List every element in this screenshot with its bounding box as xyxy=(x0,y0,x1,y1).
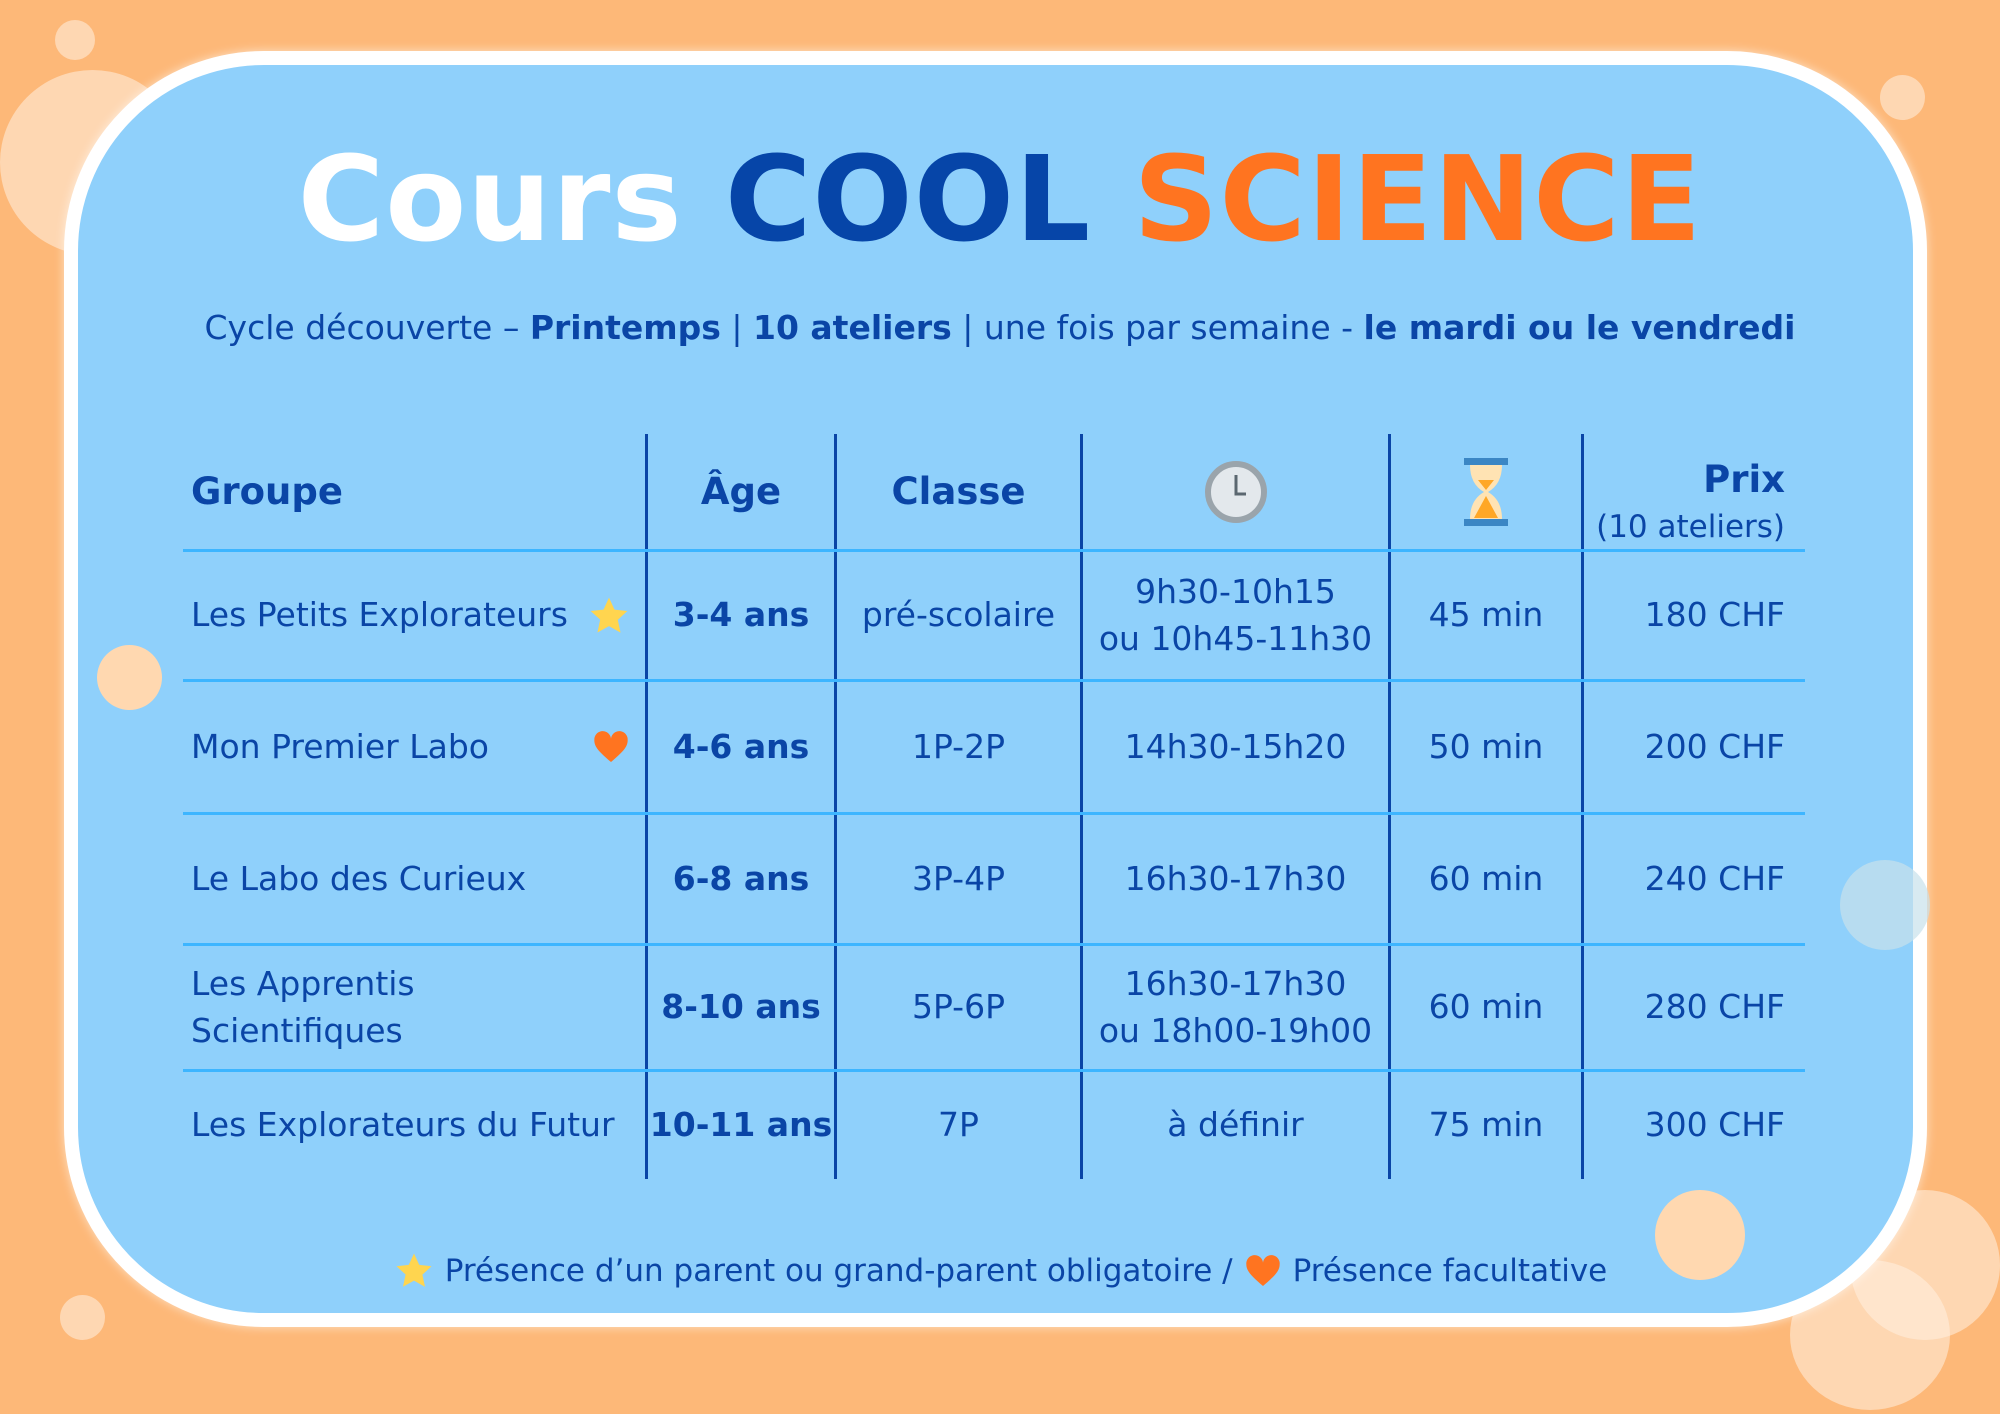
cell-group: Les Petits Explorateurs xyxy=(183,552,648,679)
header-duration xyxy=(1391,434,1584,549)
cell-classe: pré-scolaire xyxy=(837,552,1083,679)
group-name: Le Labo des Curieux xyxy=(191,858,527,898)
cell-group: Les Explorateurs du Futur xyxy=(183,1072,648,1179)
title-cours: Cours xyxy=(297,130,683,268)
decor-bubble xyxy=(1655,1190,1745,1280)
clock-icon xyxy=(1204,460,1267,523)
time-slot: 14h30-15h20 xyxy=(1124,726,1347,766)
legend-heart-text: Présence facultative xyxy=(1292,1253,1608,1289)
cell-classe: 1P-2P xyxy=(837,682,1083,812)
decor-bubble xyxy=(60,1295,105,1340)
table-header: Groupe Âge Classe Prix (10 ateliers) xyxy=(183,434,1805,552)
heart-icon xyxy=(594,731,628,762)
header-price-sub: (10 ateliers) xyxy=(1596,508,1785,545)
cell-age: 6-8 ans xyxy=(648,815,837,943)
cell-duration: 50 min xyxy=(1391,682,1584,812)
group-name: Les Apprentis Scientifiques xyxy=(191,964,415,1050)
subtitle: Cycle découverte – Printemps | 10 atelie… xyxy=(0,308,2000,347)
subtitle-text: Cycle découverte – xyxy=(204,308,530,347)
time-slot-alt: ou 18h00-19h00 xyxy=(1098,1010,1373,1050)
table-row: Les Explorateurs du Futur 10-11 ans 7P à… xyxy=(183,1072,1805,1179)
time-slot: 16h30-17h30 xyxy=(1124,964,1347,1004)
cell-time: 14h30-15h20 xyxy=(1083,682,1391,812)
cell-time: 16h30-17h30 ou 18h00-19h00 xyxy=(1083,946,1391,1069)
group-name: Les Petits Explorateurs xyxy=(191,595,568,635)
cell-time: 16h30-17h30 xyxy=(1083,815,1391,943)
subtitle-season: Printemps xyxy=(529,308,721,347)
header-price-label: Prix xyxy=(1703,457,1785,501)
star-icon xyxy=(396,1253,432,1287)
header-price: Prix (10 ateliers) xyxy=(1584,434,1805,549)
cell-group: Mon Premier Labo xyxy=(183,682,648,812)
cell-time: 9h30-10h15 ou 10h45-11h30 xyxy=(1083,552,1391,679)
cell-age: 4-6 ans xyxy=(648,682,837,812)
hourglass-icon xyxy=(1464,457,1508,526)
table-row: Mon Premier Labo 4-6 ans 1P-2P 14h30-15h… xyxy=(183,682,1805,815)
decor-bubble xyxy=(1880,75,1925,120)
cell-price: 300 CHF xyxy=(1644,1105,1785,1145)
cell-group: Le Labo des Curieux xyxy=(183,815,648,943)
decor-bubble xyxy=(55,20,95,60)
cell-classe: 7P xyxy=(837,1072,1083,1179)
table-row: Les Petits Explorateurs 3-4 ans pré-scol… xyxy=(183,552,1805,682)
legend: Présence d’un parent ou grand-parent obl… xyxy=(0,1250,2000,1292)
table-row: Les Apprentis Scientifiques 8-10 ans 5P-… xyxy=(183,946,1805,1072)
subtitle-frequency: | une fois par semaine - xyxy=(951,308,1364,347)
decor-bubble xyxy=(1840,860,1930,950)
subtitle-count: 10 ateliers xyxy=(753,308,952,347)
cell-time: à définir xyxy=(1083,1072,1391,1179)
header-classe: Classe xyxy=(837,434,1083,549)
cell-classe: 3P-4P xyxy=(837,815,1083,943)
cell-duration: 60 min xyxy=(1391,946,1584,1069)
header-group: Groupe xyxy=(183,434,648,549)
cell-group: Les Apprentis Scientifiques xyxy=(183,946,648,1069)
cell-price: 200 CHF xyxy=(1644,726,1785,766)
header-time xyxy=(1083,434,1391,549)
legend-star-text: Présence d’un parent ou grand-parent obl… xyxy=(444,1253,1233,1289)
group-name: Mon Premier Labo xyxy=(191,726,489,766)
subtitle-sep: | xyxy=(720,308,753,347)
cell-price: 240 CHF xyxy=(1644,858,1785,898)
time-slot: 16h30-17h30 xyxy=(1124,858,1347,898)
decor-bubble xyxy=(97,645,162,710)
star-icon xyxy=(590,597,628,633)
table-row: Le Labo des Curieux 6-8 ans 3P-4P 16h30-… xyxy=(183,815,1805,946)
group-name: Les Explorateurs du Futur xyxy=(191,1105,615,1145)
cell-age: 8-10 ans xyxy=(648,946,837,1069)
cell-duration: 45 min xyxy=(1391,552,1584,679)
time-slot: 9h30-10h15 xyxy=(1135,572,1336,612)
page-title: Cours COOL SCIENCE xyxy=(0,130,2000,268)
subtitle-days: le mardi ou le vendredi xyxy=(1363,308,1796,347)
cell-price: 280 CHF xyxy=(1644,987,1785,1027)
heart-icon xyxy=(1245,1255,1280,1286)
cell-age: 10-11 ans xyxy=(648,1072,837,1179)
time-slot: à définir xyxy=(1167,1105,1304,1145)
cell-age: 3-4 ans xyxy=(648,552,837,679)
cell-classe: 5P-6P xyxy=(837,946,1083,1069)
cell-price: 180 CHF xyxy=(1644,595,1785,635)
time-slot-alt: ou 10h45-11h30 xyxy=(1098,618,1373,658)
cell-duration: 60 min xyxy=(1391,815,1584,943)
schedule-panel xyxy=(64,51,1927,1327)
schedule-table: Groupe Âge Classe Prix (10 ateliers) Les … xyxy=(183,434,1805,1179)
header-age: Âge xyxy=(648,434,837,549)
title-cool: COOL xyxy=(724,130,1092,268)
title-science: SCIENCE xyxy=(1133,130,1703,268)
cell-duration: 75 min xyxy=(1391,1072,1584,1179)
